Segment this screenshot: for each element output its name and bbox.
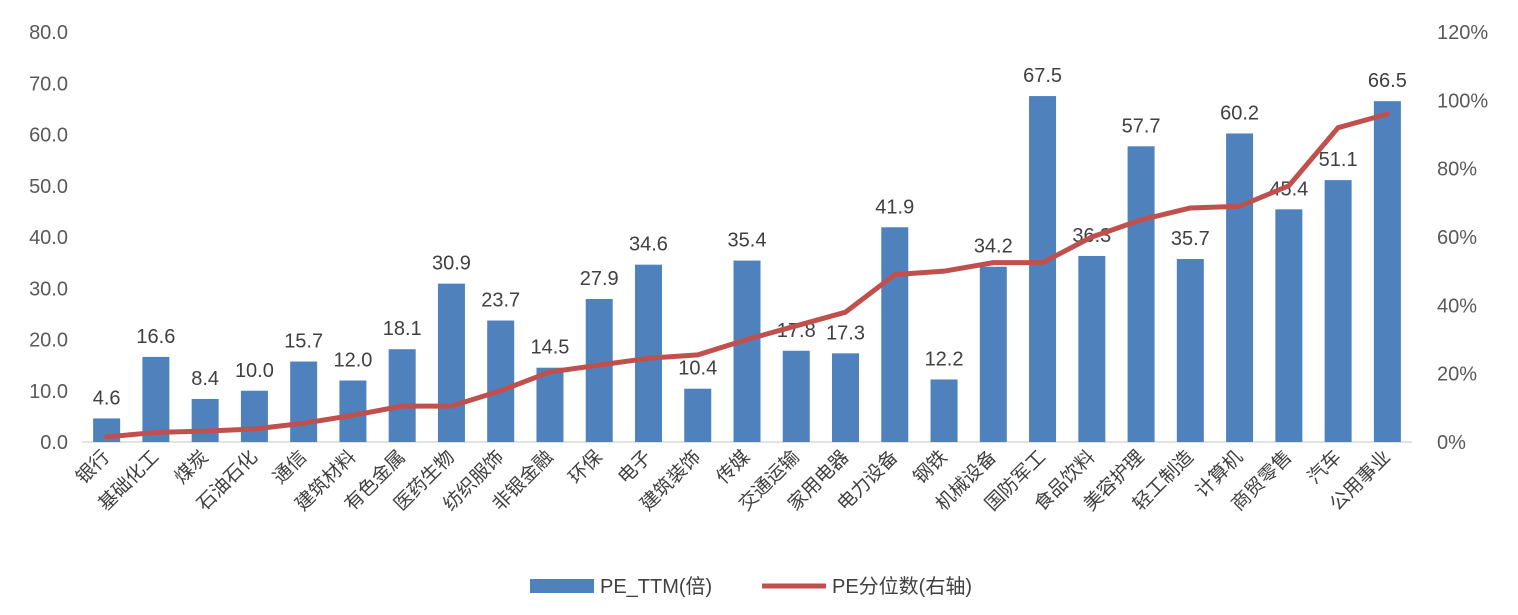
x-category-label: 通信	[269, 446, 311, 488]
bar-data-label: 12.2	[925, 348, 964, 370]
x-category-label: 汽车	[1303, 446, 1345, 488]
legend: PE_TTM(倍) PE分位数(右轴)	[530, 575, 972, 598]
bar-data-labels: 4.6 16.6 8.4 10.0 15.7 12.0 18.1 30.9 23.7 14.5 27…	[93, 65, 1407, 409]
bar	[684, 388, 712, 442]
bar	[240, 390, 268, 442]
bar-series	[93, 96, 1401, 443]
bar	[1176, 259, 1204, 442]
x-category-label: 传媒	[712, 446, 754, 488]
bar	[634, 264, 662, 442]
y-left-tick-label: 80.0	[29, 22, 68, 44]
bar	[1078, 255, 1106, 442]
bar	[930, 379, 958, 442]
y-left-tick-label: 10.0	[29, 381, 68, 403]
bar	[1029, 96, 1057, 442]
bar	[536, 367, 564, 442]
bar-data-label: 57.7	[1122, 115, 1161, 137]
bar-data-label: 12.0	[333, 350, 372, 372]
bar-data-label: 16.6	[136, 326, 175, 348]
x-category-label: 钢铁	[909, 446, 951, 488]
y-left-tick-label: 30.0	[29, 278, 68, 300]
bar-data-label: 18.1	[383, 318, 422, 340]
y-right-tick-label: 120%	[1437, 22, 1488, 44]
bar	[290, 361, 318, 442]
bar-data-label: 67.5	[1023, 65, 1062, 87]
bar-data-label: 17.3	[826, 322, 865, 344]
pe-percentile-line	[104, 111, 1390, 440]
bar	[1324, 180, 1352, 443]
x-category-label: 电子	[614, 446, 656, 488]
bar-data-label: 8.4	[191, 368, 219, 390]
legend-label-bar: PE_TTM(倍)	[600, 575, 712, 598]
bar-data-label: 35.7	[1171, 228, 1210, 250]
y-left-tick-label: 20.0	[29, 330, 68, 352]
bar	[782, 350, 810, 442]
x-category-label: 银行	[72, 446, 114, 488]
x-category-label: 煤炭	[170, 446, 212, 488]
bar	[881, 227, 909, 442]
bar	[585, 299, 613, 442]
bar-data-label: 34.6	[629, 234, 668, 256]
bar	[1275, 209, 1303, 442]
bar	[437, 283, 465, 442]
line-series	[104, 111, 1390, 440]
bar	[832, 353, 860, 442]
y-left-tick-label: 50.0	[29, 176, 68, 198]
bar-data-label: 14.5	[530, 337, 569, 359]
bar-data-label: 23.7	[481, 290, 520, 312]
bar-data-label: 30.9	[432, 253, 471, 275]
y-left-tick-label: 0.0	[40, 432, 68, 454]
y-right-tick-label: 80%	[1437, 159, 1477, 181]
bar-data-label: 34.2	[974, 236, 1013, 258]
bar	[142, 356, 170, 442]
y-right-tick-label: 40%	[1437, 295, 1477, 317]
legend-label-line: PE分位数(右轴)	[832, 575, 972, 598]
legend-swatch-bar	[530, 579, 594, 593]
bar-data-label: 15.7	[284, 331, 323, 353]
bar-data-label: 10.4	[678, 358, 717, 380]
bar	[191, 398, 219, 442]
y-right-tick-label: 60%	[1437, 227, 1477, 249]
x-category-label: 环保	[564, 446, 606, 488]
bar-data-label: 51.1	[1319, 149, 1358, 171]
bar	[1373, 101, 1401, 442]
bar	[1226, 133, 1254, 442]
bar-data-label: 35.4	[728, 230, 767, 252]
y-axis-right: 0% 20% 40% 60% 80% 100% 120%	[1437, 22, 1488, 454]
bar-data-label: 45.4	[1269, 178, 1308, 200]
bar	[1127, 146, 1155, 442]
y-right-tick-label: 100%	[1437, 90, 1488, 112]
y-left-tick-label: 60.0	[29, 125, 68, 147]
bar	[733, 260, 761, 442]
bar-data-label: 66.5	[1368, 70, 1407, 92]
bar-data-label: 4.6	[93, 387, 121, 409]
bar-data-label: 41.9	[875, 196, 914, 218]
y-right-tick-label: 0%	[1437, 432, 1466, 454]
bar	[487, 320, 515, 442]
bar	[388, 349, 416, 442]
bar-data-label: 60.2	[1220, 102, 1259, 124]
y-left-tick-label: 40.0	[29, 227, 68, 249]
bar-data-label: 27.9	[580, 268, 619, 290]
y-axis-left: 0.0 10.0 20.0 30.0 40.0 50.0 60.0 70.0 80.0	[29, 22, 68, 454]
bar-data-label: 10.0	[235, 360, 274, 382]
bar	[979, 266, 1007, 442]
y-right-tick-label: 20%	[1437, 364, 1477, 386]
y-left-tick-label: 70.0	[29, 73, 68, 95]
